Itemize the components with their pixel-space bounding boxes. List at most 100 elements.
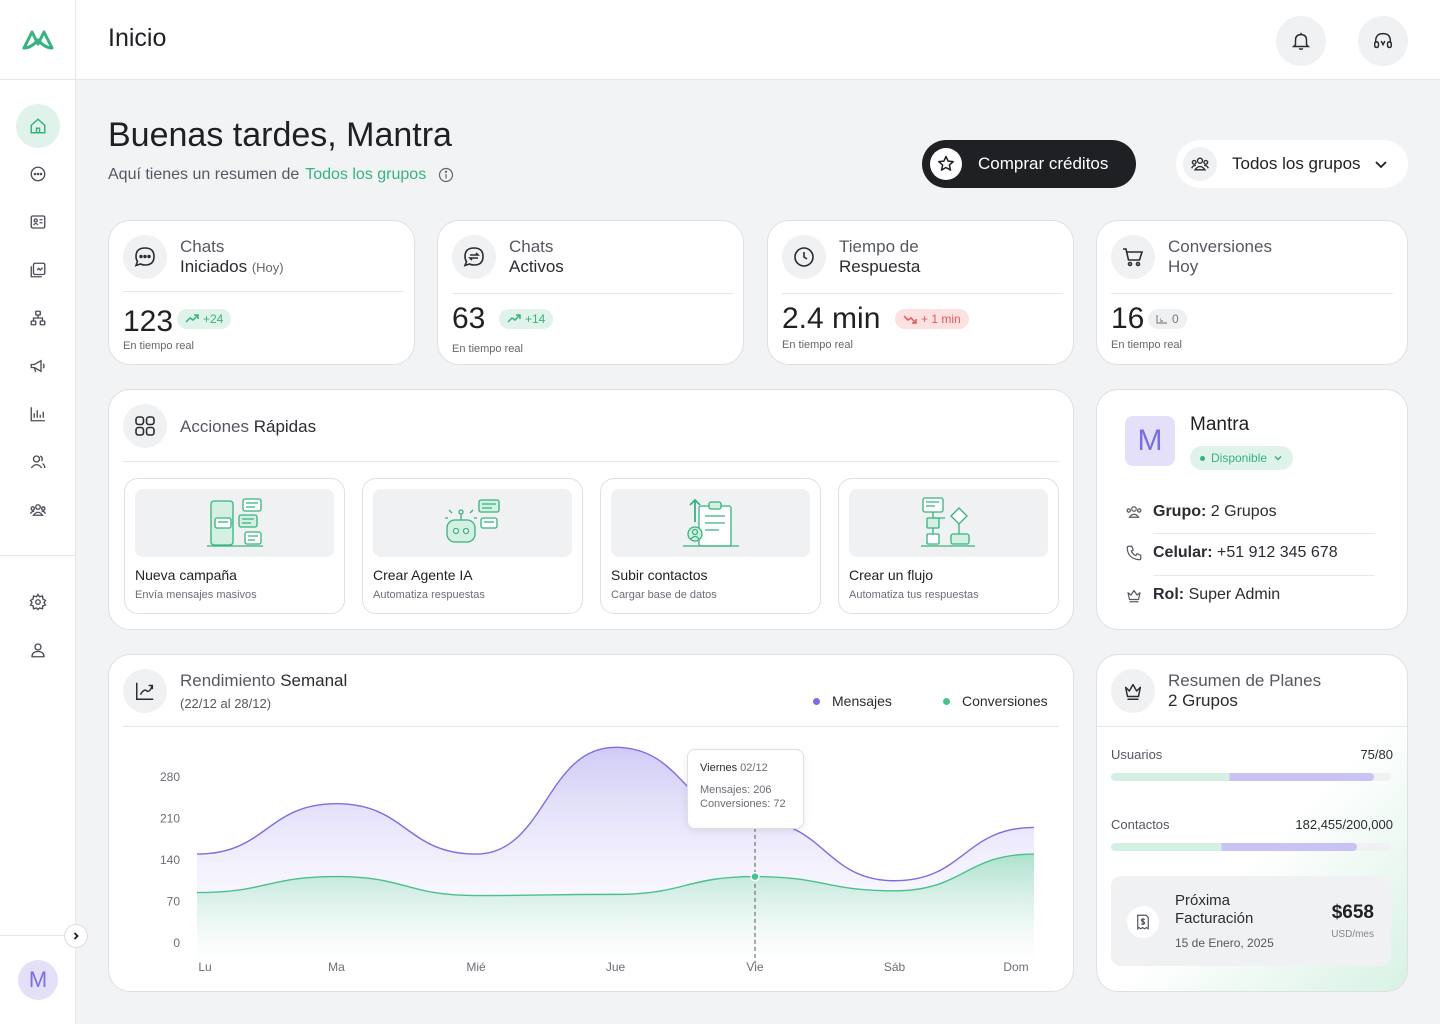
divider <box>1153 575 1375 576</box>
crown-icon <box>1111 669 1155 713</box>
nav-analytics[interactable] <box>16 392 60 436</box>
performance-chart: 0 70 140 210 280 Lu Ma Mié Jue Vie Sáb Dom <box>160 746 1035 974</box>
quick-action-desc: Automatiza respuestas <box>373 589 485 601</box>
home-icon <box>30 118 46 134</box>
divider <box>123 726 1059 727</box>
subtitle-group-link[interactable]: Todos los grupos <box>305 166 427 183</box>
stat-delta-badge: +14 <box>499 309 554 329</box>
stat-note: En tiempo real <box>1111 339 1182 351</box>
nav-contacts[interactable] <box>16 200 60 244</box>
nav-flows[interactable] <box>16 296 60 340</box>
y-tick-label: 140 <box>160 853 180 867</box>
users-value: 75/80 <box>1360 747 1393 762</box>
nav-home[interactable] <box>16 104 60 148</box>
nav-groups[interactable] <box>16 488 60 532</box>
profile-card: M Mantra Disponible Grupo: 2 Grupos Celu… <box>1096 389 1408 630</box>
upload-illustration <box>611 489 810 557</box>
stat-delta-badge: + 1 min <box>895 309 969 329</box>
sidebar: M <box>0 0 76 1024</box>
x-tick-label: Vie <box>746 960 763 974</box>
section-title: Rendimiento Semanal <box>180 671 348 690</box>
quick-action-upload-contacts[interactable]: Subir contactos Cargar base de datos <box>600 478 821 614</box>
campaign-illustration <box>135 489 334 557</box>
chat-icon <box>30 166 46 182</box>
chat-bubble-icon <box>123 235 167 279</box>
stat-card-chats-started: Chats Iniciados (Hoy) 123 +24 En tiempo … <box>108 220 415 365</box>
greeting-title: Buenas tardes, Mantra <box>108 116 452 154</box>
gear-icon <box>29 593 47 611</box>
x-tick-label: Sáb <box>884 960 906 974</box>
divider <box>782 293 1063 294</box>
quick-action-desc: Cargar base de datos <box>611 589 717 601</box>
flow-icon <box>30 310 46 326</box>
stat-label: Chats Iniciados (Hoy) <box>180 237 284 276</box>
billing-period: USD/mes <box>1331 929 1374 940</box>
quick-action-desc: Automatiza tus respuestas <box>849 589 979 601</box>
x-tick-label: Ma <box>328 960 345 974</box>
collapse-sidebar-button[interactable] <box>64 924 88 948</box>
nav-chats[interactable] <box>16 152 60 196</box>
top-header: Inicio <box>76 0 1440 80</box>
quick-action-title: Subir contactos <box>611 567 708 583</box>
logo[interactable] <box>0 0 76 80</box>
user-icon <box>31 643 45 658</box>
nav-templates[interactable] <box>16 248 60 292</box>
nav-profile[interactable] <box>16 628 60 672</box>
star-icon <box>930 148 962 180</box>
profile-role-row: Rol: Super Admin <box>1125 586 1375 604</box>
profile-group-row: Grupo: 2 Grupos <box>1125 503 1375 521</box>
stat-delta-badge: 0 <box>1148 309 1187 329</box>
y-tick-label: 280 <box>160 770 180 784</box>
cart-icon <box>1111 235 1155 279</box>
profile-phone-row: Celular: +51 912 345 678 <box>1125 544 1375 562</box>
stat-note: En tiempo real <box>782 339 853 351</box>
profile-name: Mantra <box>1190 414 1250 435</box>
info-icon[interactable] <box>438 167 454 183</box>
contact-card-icon <box>30 215 46 229</box>
quick-action-title: Crear Agente IA <box>373 567 473 583</box>
page-title: Inicio <box>108 24 167 52</box>
flow-illustration <box>849 489 1048 557</box>
divider <box>123 461 1059 462</box>
buy-credits-button[interactable]: Comprar créditos <box>922 140 1136 188</box>
contacts-progress <box>1111 843 1391 851</box>
crown-icon <box>1127 589 1141 603</box>
divider <box>1153 533 1375 534</box>
users-progress <box>1111 773 1391 781</box>
status-badge[interactable]: Disponible <box>1190 446 1294 470</box>
quick-actions-card: Acciones Rápidas Nueva campaña Envía men… <box>108 389 1074 630</box>
templates-icon <box>30 262 46 278</box>
nav-users[interactable] <box>16 440 60 484</box>
headset-icon <box>1374 32 1392 49</box>
weekly-performance-card: Rendimiento Semanal (22/12 al 28/12) Men… <box>108 654 1074 992</box>
chevron-down-icon <box>1274 456 1282 461</box>
avatar[interactable]: M <box>18 960 58 1000</box>
stat-card-chats-active: Chats Activos 63 +14 En tiempo real <box>437 220 744 365</box>
stat-delta-badge: +24 <box>177 309 232 329</box>
chart-tooltip: Viernes 02/12 Mensajes: 206 Conversiones… <box>687 749 804 829</box>
quick-action-create-ai-agent[interactable]: Crear Agente IA Automatiza respuestas <box>362 478 583 614</box>
x-tick-label: Lu <box>198 960 211 974</box>
groups-icon <box>1126 506 1142 518</box>
stat-value: 123 <box>123 305 174 338</box>
trend-up-icon <box>185 314 199 323</box>
nav-settings[interactable] <box>16 580 60 624</box>
divider <box>1111 293 1393 294</box>
groups-dropdown[interactable]: Todos los grupos <box>1176 140 1408 188</box>
date-range: (22/12 al 28/12) <box>180 696 272 711</box>
section-title: Resumen de Planes 2 Grupos <box>1168 671 1322 710</box>
billing-title: Próxima Facturación <box>1175 892 1254 927</box>
quick-action-new-campaign[interactable]: Nueva campaña Envía mensajes masivos <box>124 478 345 614</box>
notifications-button[interactable] <box>1276 16 1326 66</box>
plans-summary-card: Resumen de Planes 2 Grupos Usuarios 75/8… <box>1096 654 1408 992</box>
subtitle-prefix: Aquí tienes un resumen de <box>108 166 300 183</box>
users-label: Usuarios <box>1111 747 1163 762</box>
series-area-conversions <box>197 854 1034 963</box>
support-button[interactable] <box>1358 16 1408 66</box>
series-line-conversions <box>196 853 1035 897</box>
nav-campaigns[interactable] <box>16 344 60 388</box>
chart-line-icon <box>123 669 167 713</box>
quick-action-create-flow[interactable]: Crear un flujo Automatiza tus respuestas <box>838 478 1059 614</box>
phone-icon <box>1126 545 1142 561</box>
next-billing: Próxima Facturación 15 de Enero, 2025 $6… <box>1111 876 1391 966</box>
